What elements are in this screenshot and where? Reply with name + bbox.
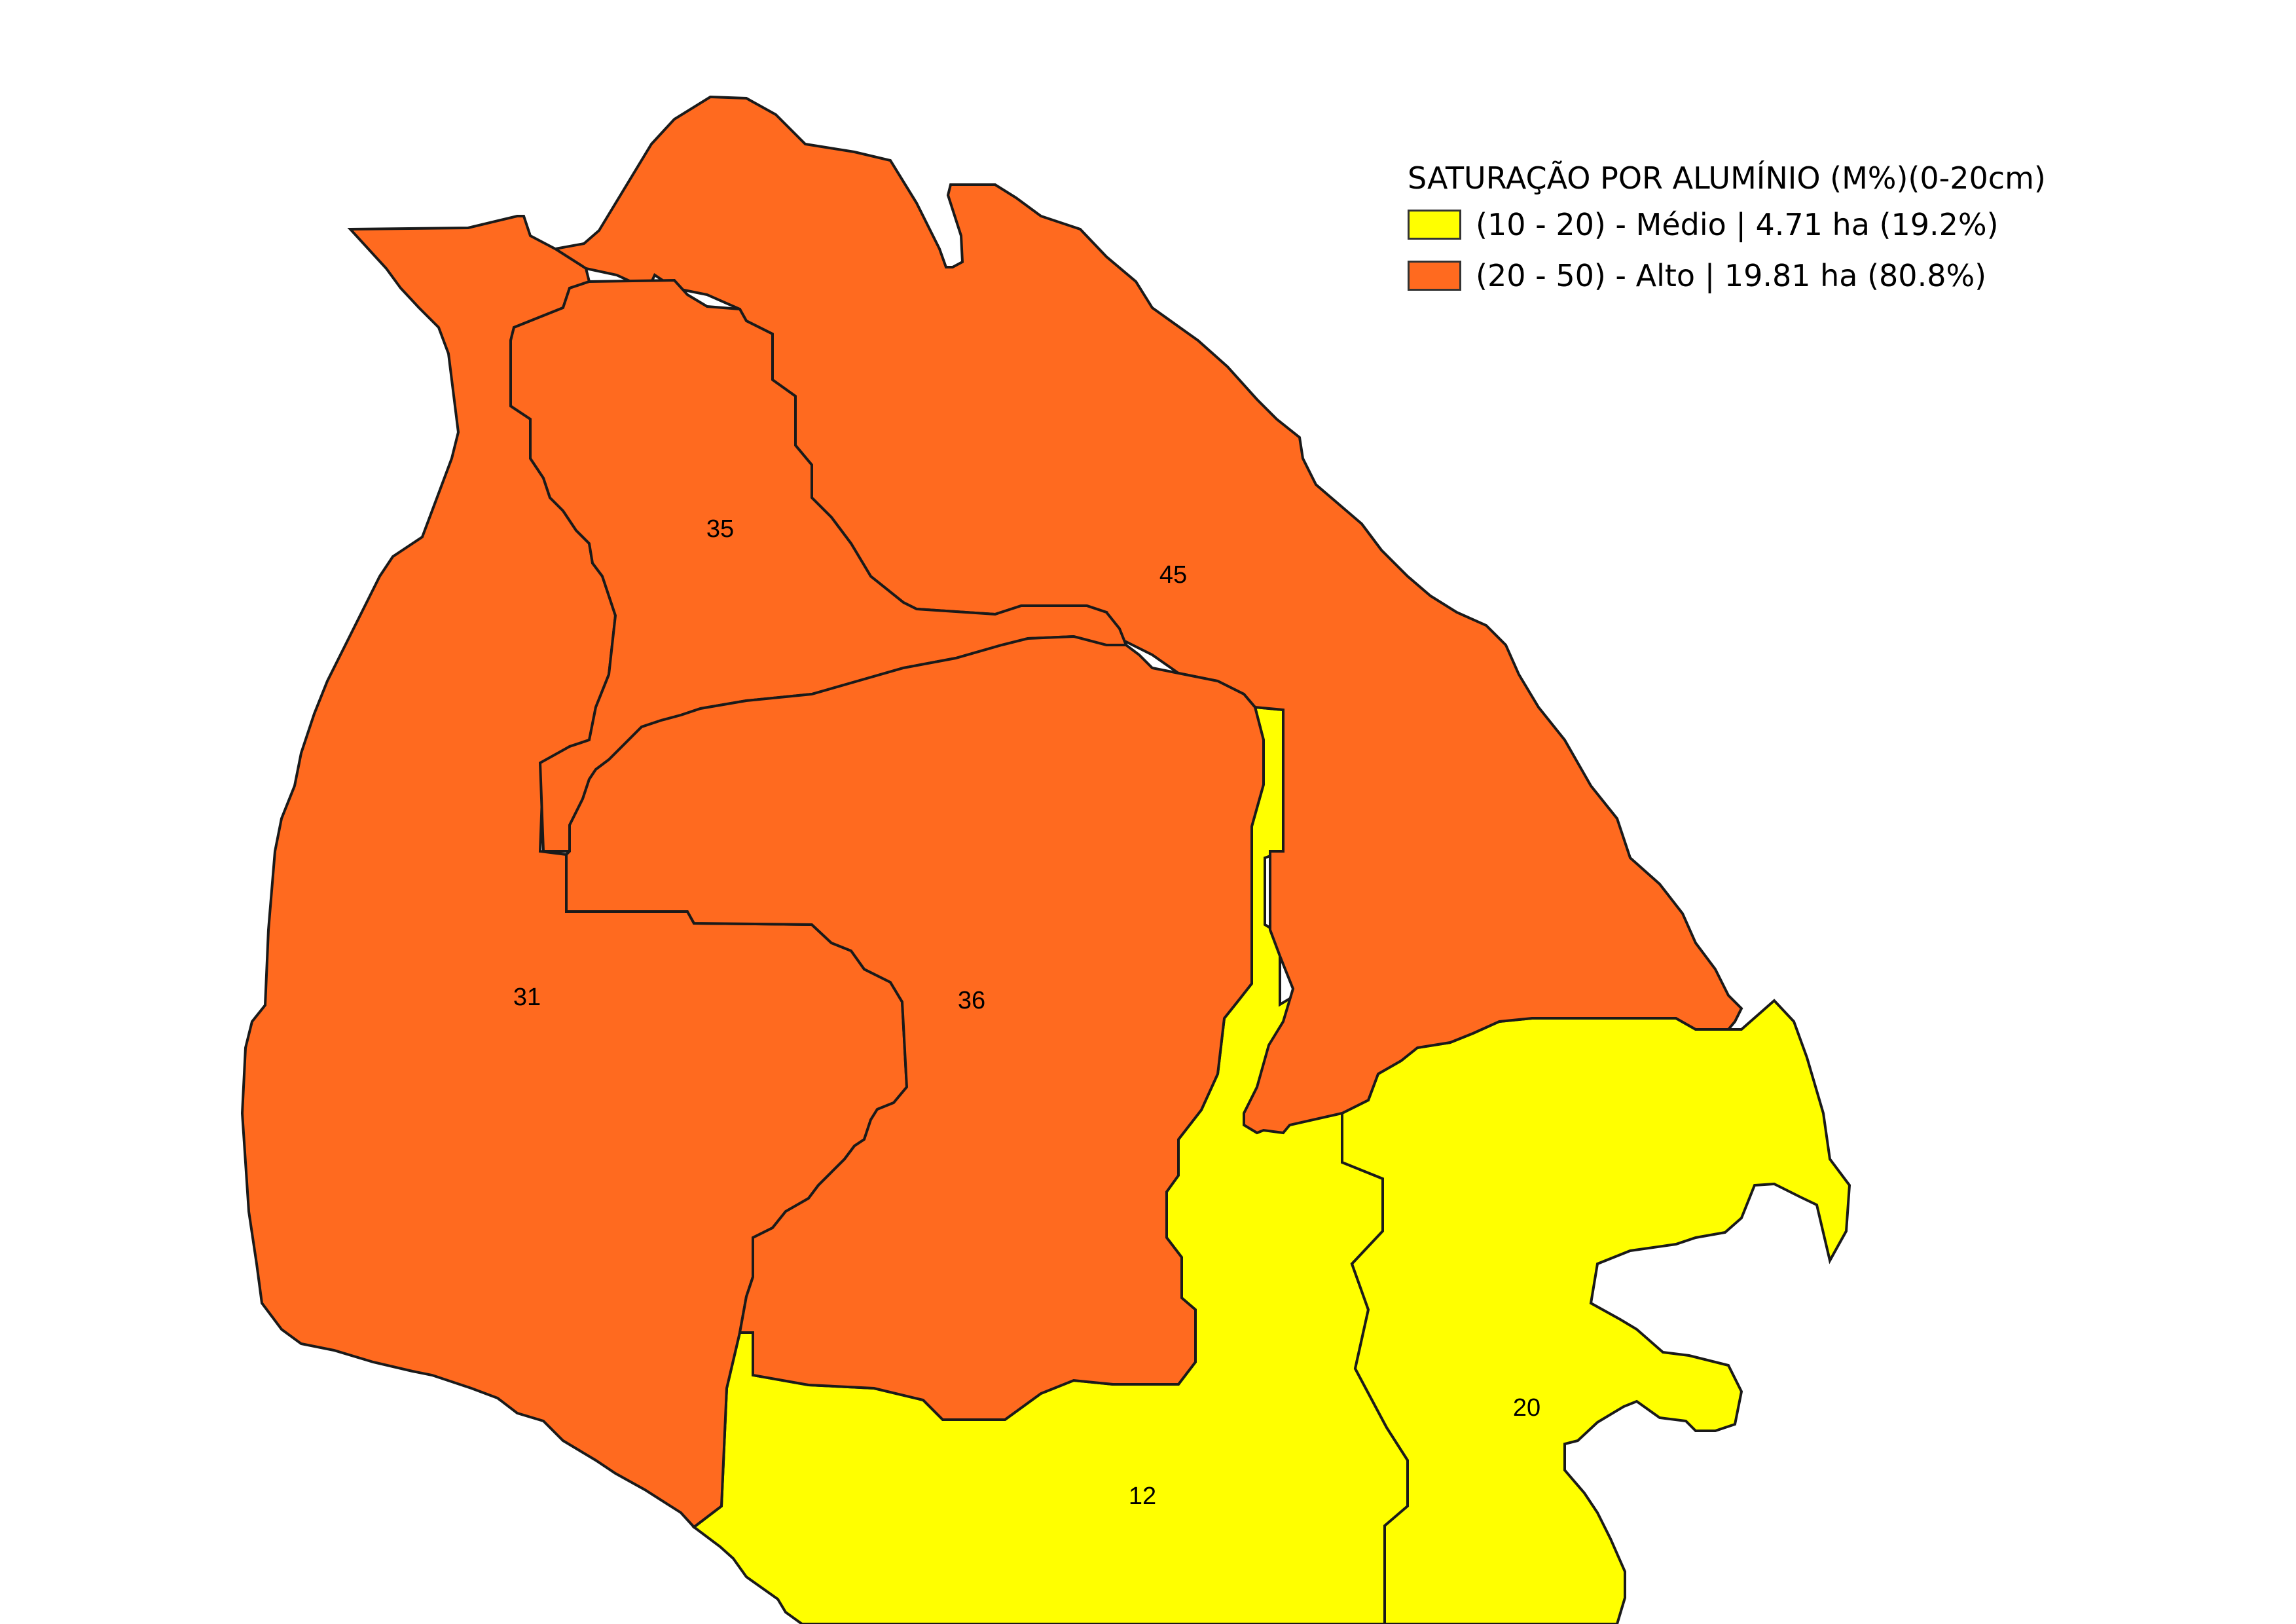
legend-label-medio: (10 - 20) - Médio | 4.71 ha (19.2%) xyxy=(1476,207,1999,242)
legend-item-alto: (20 - 50) - Alto | 19.81 ha (80.8%) xyxy=(1408,250,2046,301)
legend-item-medio: (10 - 20) - Médio | 4.71 ha (19.2%) xyxy=(1408,199,2046,250)
zone-label-36: 36 xyxy=(958,987,985,1014)
zone-label-45: 45 xyxy=(1159,561,1187,589)
zone-label-31: 31 xyxy=(513,984,541,1011)
legend-swatch-orange xyxy=(1408,261,1461,291)
zone-label-12: 12 xyxy=(1129,1483,1156,1510)
legend-title: SATURAÇÃO POR ALUMÍNIO (M%)(0-20cm) xyxy=(1408,157,2046,199)
legend-label-alto: (20 - 50) - Alto | 19.81 ha (80.8%) xyxy=(1476,258,1986,293)
zone-20-polygon[interactable] xyxy=(1342,1001,1850,1624)
zone-label-35: 35 xyxy=(706,515,734,543)
map-legend: SATURAÇÃO POR ALUMÍNIO (M%)(0-20cm) (10 … xyxy=(1408,157,2046,301)
legend-swatch-yellow xyxy=(1408,210,1461,240)
zone-label-20: 20 xyxy=(1513,1394,1540,1422)
